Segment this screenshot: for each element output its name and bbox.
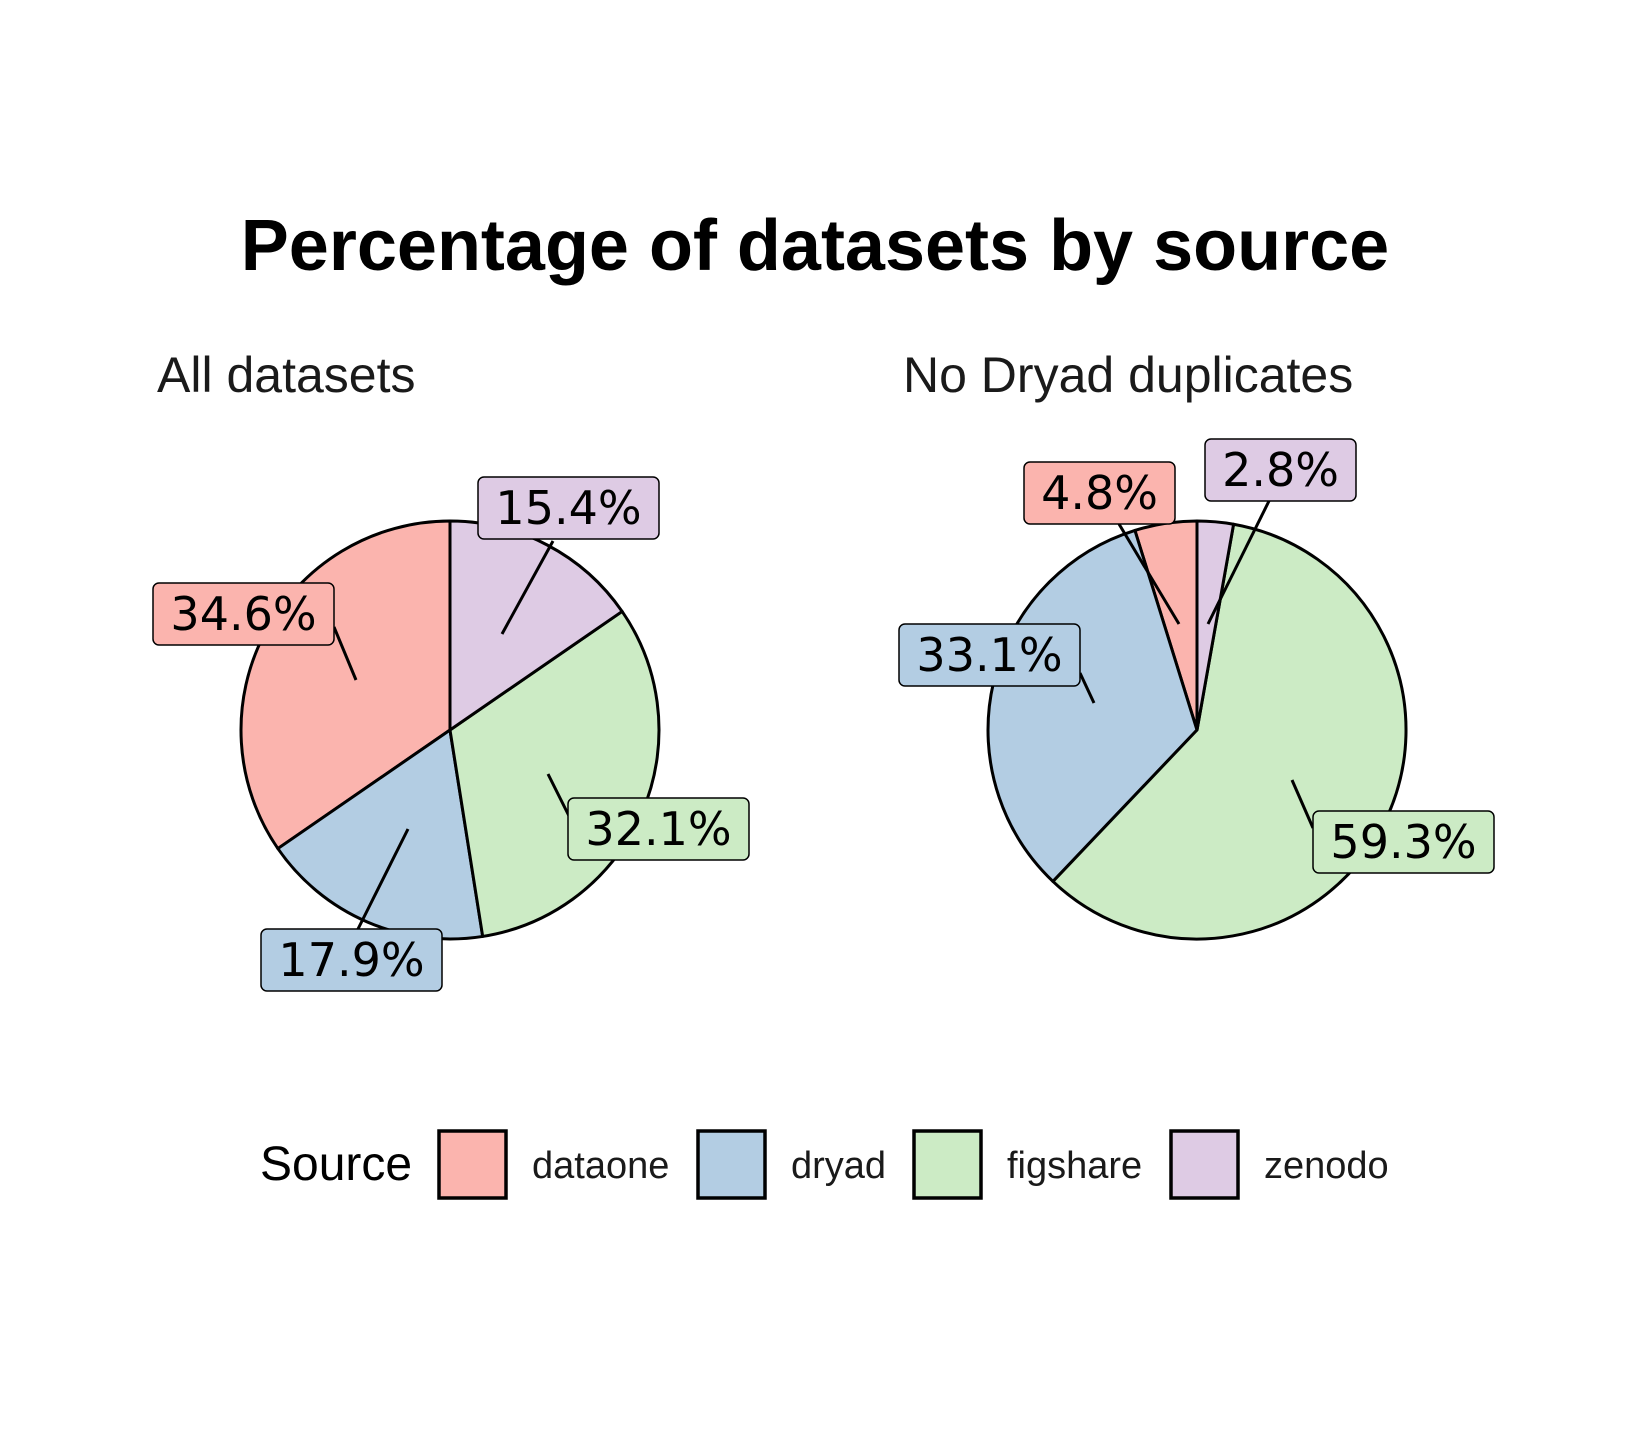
label-box-dataone [152,582,335,646]
slice-label-dataone: 4.8% [1041,466,1158,520]
label-leader-zenodo [500,540,555,635]
legend-key-zenodo [1169,1129,1240,1200]
pie-slice-zenodo [1195,519,1236,732]
slice-label-zenodo: 15.4% [495,481,641,535]
label-box-dryad [260,928,443,992]
pie-slice-zenodo [448,519,624,732]
legend: Source dataone dryad figshare zenodo [260,1129,1389,1200]
legend-label-figshare: figshare [1007,1145,1142,1187]
pie-slice-dryad [276,728,485,941]
pie-subtitle-no-dryad-duplicates: No Dryad duplicates [903,347,1353,403]
label-box-dataone [1023,461,1176,525]
legend-key-dryad [696,1129,767,1200]
label-leader-figshare [546,773,572,819]
pie-subtitle-all-datasets: All datasets [157,347,415,403]
slice-label-dryad: 17.9% [278,933,424,987]
pie-no-dryad-duplicates: 4.8% 33.1% 59.3% 2.8% [898,438,1495,941]
label-box-dryad [898,623,1081,687]
label-leader-dataone [1117,523,1181,625]
slice-label-figshare: 59.3% [1330,815,1476,869]
label-box-figshare [567,797,750,861]
slice-label-dryad: 33.1% [916,628,1062,682]
pie-all-datasets: 34.6% 17.9% 32.1% 15.4% [152,476,750,992]
label-leader-dryad [1078,672,1096,704]
label-box-zenodo [1204,438,1357,502]
chart-title: Percentage of datasets by source [241,206,1389,286]
label-leader-zenodo [1206,500,1271,625]
legend-title: Source [260,1138,412,1191]
legend-key-dataone [437,1129,508,1200]
slice-label-zenodo: 2.8% [1222,443,1339,497]
label-leader-figshare [1290,779,1315,829]
slice-label-dataone: 34.6% [170,587,316,641]
label-leader-dataone [332,626,358,681]
label-box-figshare [1312,810,1495,874]
label-box-zenodo [477,476,660,540]
label-leader-dryad [356,828,410,930]
legend-label-dataone: dataone [532,1145,669,1187]
slice-label-figshare: 32.1% [585,802,731,856]
legend-key-figshare [912,1129,983,1200]
legend-label-zenodo: zenodo [1264,1145,1389,1187]
legend-label-dryad: dryad [791,1145,886,1187]
